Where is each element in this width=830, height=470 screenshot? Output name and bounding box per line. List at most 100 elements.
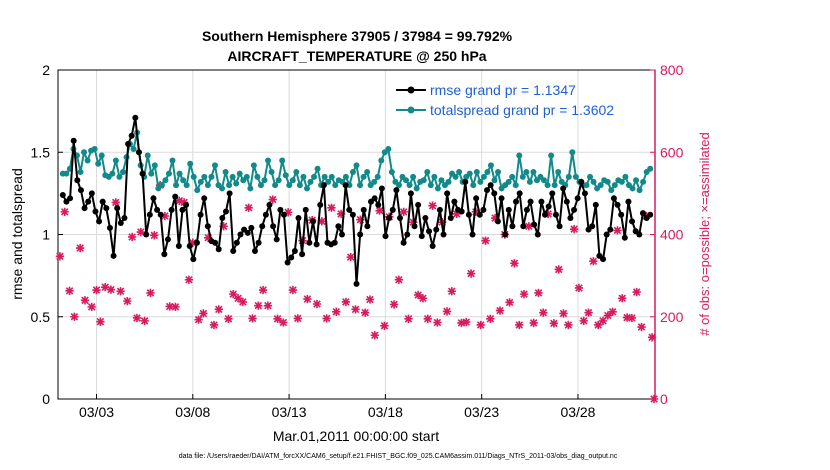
rmse-point — [266, 201, 273, 208]
totalspread-point — [169, 157, 176, 164]
rmse-point — [523, 206, 530, 213]
rmse-point — [117, 219, 124, 226]
x-tick-label: 03/18 — [368, 404, 403, 420]
rmse-point — [371, 195, 378, 202]
rmse-point — [125, 141, 132, 148]
obs-marker — [524, 222, 534, 231]
rmse-point — [291, 247, 298, 254]
y-right-axis-label: # of obs: o=possible; ×=assimilated — [697, 132, 712, 335]
rmse-point — [244, 229, 251, 236]
totalspread-point — [364, 168, 371, 175]
rmse-point — [215, 246, 222, 253]
totalspread-point — [236, 170, 243, 177]
obs-marker — [603, 311, 612, 320]
rmse-point — [270, 223, 277, 230]
y-right-tick-label: 600 — [660, 144, 684, 160]
chart-title: Southern Hemisphere 37905 / 37984 = 99.7… — [202, 28, 513, 44]
obs-marker — [175, 196, 184, 205]
totalspread-point — [265, 157, 272, 164]
rmse-point — [74, 177, 81, 184]
rmse-point — [338, 231, 345, 238]
obs-marker — [559, 309, 568, 318]
y-axis-ticks: 0 0.5 1 1.5 2 — [31, 62, 63, 407]
rmse-point — [592, 201, 599, 208]
totalspread-point — [608, 187, 615, 194]
totalspread-point — [491, 177, 498, 184]
rmse-point — [491, 190, 498, 197]
obs-marker — [632, 287, 641, 297]
totalspread-point — [357, 182, 364, 189]
obs-marker — [146, 288, 155, 298]
obs-marker — [132, 313, 142, 323]
rmse-point — [545, 203, 552, 210]
totalspread-point — [353, 162, 360, 169]
rmse-point — [114, 205, 121, 212]
rmse-point — [204, 223, 211, 230]
totalspread-point — [162, 177, 169, 184]
obs-marker — [204, 233, 213, 242]
y-right-tick-label: 800 — [660, 62, 684, 78]
totalspread-point — [272, 182, 279, 189]
rmse-point — [106, 224, 113, 231]
obs-marker — [214, 305, 223, 314]
rmse-point — [621, 234, 628, 241]
rmse-point — [411, 223, 418, 230]
obs-marker — [219, 222, 228, 231]
totalspread-point — [487, 162, 494, 169]
rmse-point — [259, 223, 266, 230]
obs-marker — [184, 275, 194, 284]
totalspread-point — [81, 149, 88, 156]
totalspread-point — [151, 162, 158, 169]
x-tick-label: 03/28 — [560, 404, 595, 420]
obs-marker — [579, 316, 588, 326]
totalspread-point — [565, 173, 572, 180]
rmse-point — [248, 224, 255, 231]
rmse-point — [513, 198, 520, 205]
rmse-point — [534, 231, 541, 238]
obs-marker — [332, 307, 341, 316]
totalspread-point — [158, 182, 165, 189]
rmse-point — [262, 211, 269, 218]
obs-marker — [471, 207, 481, 217]
rmse-point — [556, 223, 563, 230]
obs-marker — [96, 317, 105, 326]
totalspread-point — [261, 177, 268, 184]
rmse-point — [552, 211, 559, 218]
rmse-point — [429, 243, 436, 250]
obs-marker — [418, 294, 428, 303]
obs-marker — [199, 309, 208, 318]
obs-marker — [529, 318, 538, 328]
obs-marker — [594, 320, 603, 330]
obs-marker — [101, 282, 110, 292]
totalspread-point — [296, 182, 303, 189]
totalspread-point — [233, 180, 240, 187]
y-tick-label: 1 — [42, 227, 50, 243]
rmse-point — [222, 208, 229, 215]
obs-marker — [336, 209, 346, 219]
totalspread-point — [173, 182, 180, 189]
rmse-point — [233, 239, 240, 246]
rmse-point — [349, 211, 356, 218]
x-tick-label: 03/23 — [464, 404, 499, 420]
totalspread-point — [197, 178, 204, 185]
rmse-point — [610, 195, 617, 202]
totalspread-point — [636, 187, 643, 194]
rmse-point — [426, 228, 433, 235]
rmse-point — [288, 254, 295, 261]
obs-marker — [75, 243, 85, 253]
obs-marker — [268, 195, 277, 204]
totalspread-point — [279, 157, 286, 164]
totalspread-point — [618, 178, 625, 185]
totalspread-point — [360, 173, 367, 180]
x-tick-label: 03/13 — [272, 404, 307, 420]
obs-marker — [505, 298, 514, 307]
obs-marker — [539, 308, 548, 317]
series-totalspread — [59, 129, 654, 194]
obs-marker — [322, 314, 331, 323]
obs-marker — [486, 314, 495, 323]
totalspread-point — [431, 173, 438, 180]
rmse-point — [422, 215, 429, 222]
rmse-point — [96, 218, 103, 225]
rmse-point — [629, 218, 636, 225]
totalspread-point — [219, 185, 226, 192]
